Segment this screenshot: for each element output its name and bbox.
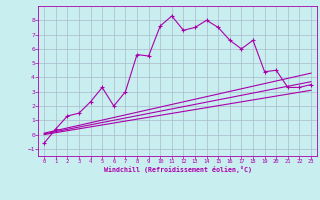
X-axis label: Windchill (Refroidissement éolien,°C): Windchill (Refroidissement éolien,°C): [104, 166, 252, 173]
